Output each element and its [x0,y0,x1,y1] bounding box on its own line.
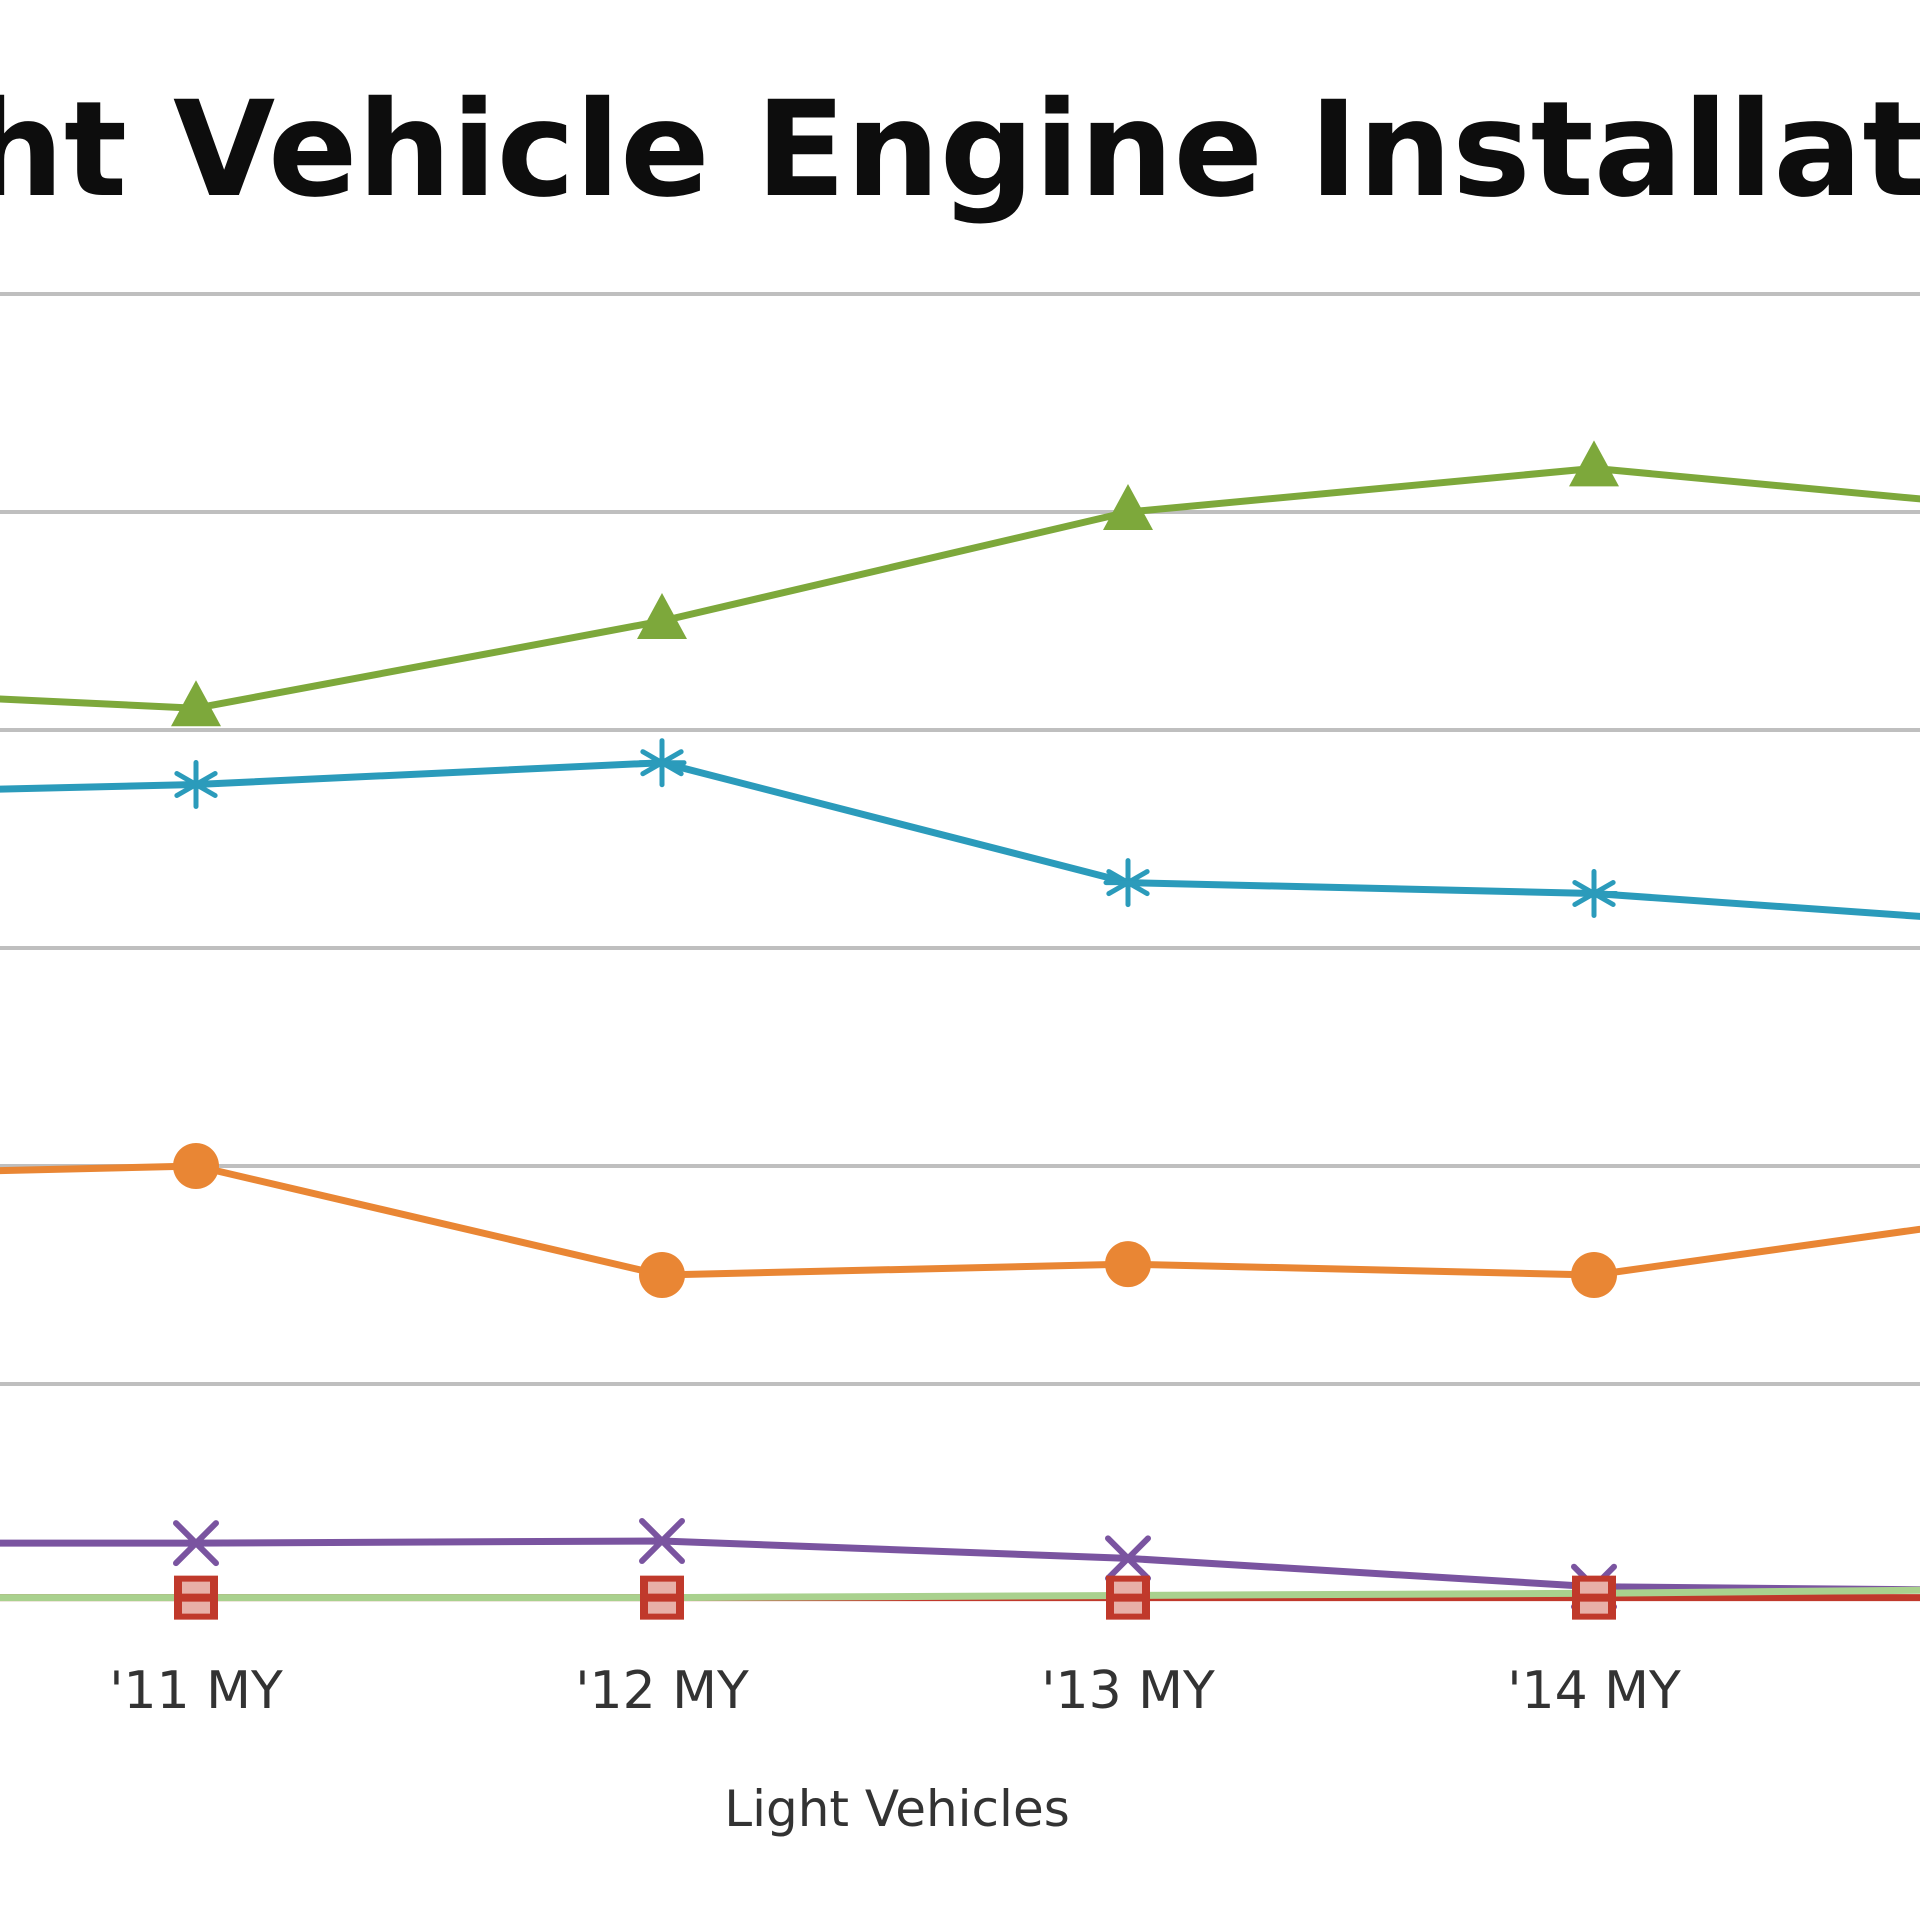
marker-red-square-4 [1572,1575,1616,1620]
chart-title: ht Vehicle Engine Installations by C [0,73,1920,227]
marker-orange-circle-1 [173,1143,219,1189]
marker-green-triangle-3 [1103,484,1153,530]
x-tick-label-2: '12 MY [575,1661,749,1721]
x-axis-ticks: '11 MY'12 MY'13 MY'14 MY'15 [109,1661,1681,1721]
series-line-light-green-line [0,1586,1920,1602]
marker-blue-asterisk-3 [1103,858,1153,908]
series-line-orange-circle [0,1162,1920,1279]
marker-red-square-3 [1106,1575,1150,1620]
marker-blue-asterisk-2 [637,738,687,788]
marker-green-triangle-2 [637,593,687,639]
x-tick-label-1: '11 MY [109,1661,283,1721]
markers-layer [171,440,1619,1620]
marker-green-triangle-4 [1569,440,1619,487]
marker-purple-x-2 [639,1517,685,1564]
series-line-green-triangle [0,464,1920,712]
marker-purple-x-3 [1105,1535,1151,1582]
marker-orange-circle-2 [639,1252,685,1298]
marker-green-triangle-1 [171,680,221,727]
series-layer [0,464,1920,1602]
marker-red-square-2 [640,1575,684,1620]
x-axis-label: Light Vehicles [724,1780,1070,1838]
gridlines [0,292,1920,1386]
x-tick-label-4: '14 MY [1507,1661,1681,1721]
x-tick-label-3: '13 MY [1041,1661,1215,1721]
marker-orange-circle-3 [1105,1241,1151,1288]
marker-orange-circle-4 [1571,1252,1617,1298]
marker-red-square-1 [174,1575,218,1620]
marker-blue-asterisk-1 [171,760,221,809]
marker-blue-asterisk-4 [1569,869,1619,918]
series-line-blue-asterisk [0,759,1920,920]
marker-purple-x-1 [173,1520,219,1567]
series-line-purple-x [0,1537,1920,1594]
